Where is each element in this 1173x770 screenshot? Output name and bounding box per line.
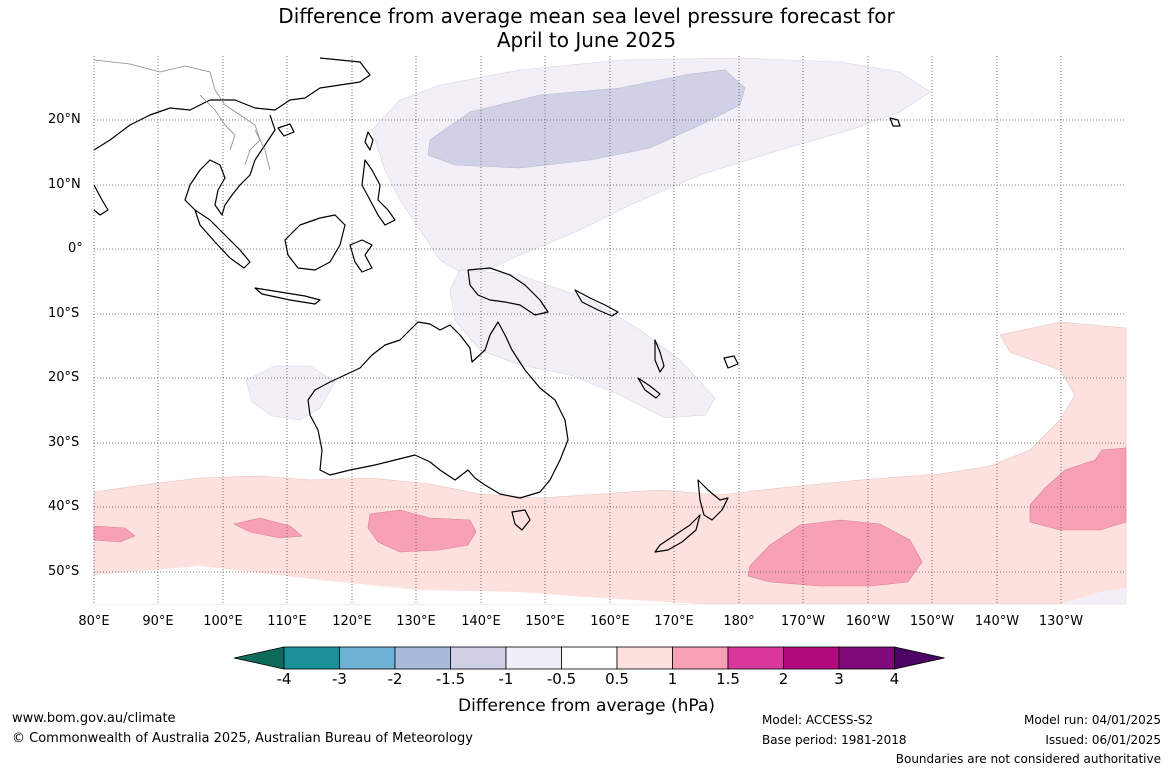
footer-base-period: Base period: 1981-2018 <box>762 733 907 747</box>
coastline-taiwan <box>364 131 374 151</box>
anomaly-fields <box>93 57 1127 605</box>
footer-model-run: Model run: 04/01/2025 <box>1023 713 1161 727</box>
colorbar-tick-label: -3 <box>332 670 347 688</box>
coastline-fiji <box>723 355 739 369</box>
coastline-solomon <box>574 289 619 317</box>
lon-label-170w: 170°W <box>780 614 826 629</box>
lon-label-160e: 160°E <box>590 614 630 629</box>
lon-label-160w: 160°W <box>845 614 891 629</box>
colorbar-tick-label: 4 <box>889 670 900 688</box>
lon-label-150e: 150°E <box>525 614 565 629</box>
coastline-australia <box>307 321 569 499</box>
coastline-new-caledonia <box>637 377 661 399</box>
lon-label-100e: 100°E <box>203 614 243 629</box>
anomaly-negative-light-west-aus <box>245 365 336 421</box>
colorbar-tick-label: 0.5 <box>605 670 629 688</box>
colorbar-swatch <box>672 646 729 670</box>
coastline-new-zealand-north <box>697 479 729 521</box>
colorbar-extend-low <box>233 646 285 670</box>
colorbar-tick-label: 1 <box>667 670 678 688</box>
footer-boundaries-note: Boundaries are not considered authoritat… <box>895 752 1161 766</box>
title-line-1: Difference from average mean sea level p… <box>278 4 895 28</box>
coastlines <box>93 57 901 553</box>
coastline-sumatra <box>194 209 251 269</box>
colorbar-tick-label: -1.5 <box>435 670 466 688</box>
footer-issued: Issued: 06/01/2025 <box>1045 733 1161 747</box>
lon-label-140w: 140°W <box>974 614 1020 629</box>
country-borders <box>93 59 271 171</box>
lon-label-130e: 130°E <box>396 614 436 629</box>
lat-label-50s: 50°S <box>48 564 80 579</box>
colorbar-tick-label: -1 <box>498 670 514 688</box>
colorbar-swatch <box>727 646 784 670</box>
footer-url[interactable]: www.bom.gov.au/climate <box>12 711 176 726</box>
lon-label-90e: 90°E <box>142 614 174 629</box>
coastline-india-east <box>93 184 109 216</box>
colorbar-swatch <box>561 646 618 670</box>
coastline-vanuatu <box>654 339 665 373</box>
anomaly-positive-blob-west <box>93 525 136 543</box>
lat-label-20n: 20°N <box>48 112 81 127</box>
coastline-hainan <box>277 123 295 137</box>
coastline-new-guinea <box>467 267 549 316</box>
coastline-borneo <box>284 214 346 271</box>
lat-label-10s: 10°S <box>48 306 80 321</box>
colorbar-tick-label: -0.5 <box>546 670 577 688</box>
colorbar-swatch <box>450 646 507 670</box>
colorbar-extend-high <box>894 646 945 670</box>
anomaly-positive-blob-east <box>1029 447 1127 531</box>
lat-label-30s: 30°S <box>48 435 80 450</box>
lat-label-10n: 10°N <box>48 177 81 192</box>
colorbar-swatch <box>838 646 895 670</box>
coastline-sulawesi <box>349 239 373 273</box>
footer-model: Model: ACCESS-S2 <box>762 713 874 727</box>
anomaly-positive-light-lower-bound <box>94 566 700 604</box>
colorbar-swatch <box>616 646 673 670</box>
anomaly-positive-blob-south-aus <box>367 509 477 553</box>
colorbar-swatch <box>339 646 396 670</box>
colorbar-tick-label: 2 <box>778 670 789 688</box>
colorbar-tick-label: 3 <box>834 670 844 688</box>
lon-label-130w: 130°W <box>1038 614 1084 629</box>
lon-label-180: 180° <box>723 614 755 629</box>
lon-label-120e: 120°E <box>332 614 372 629</box>
lon-label-170e: 170°E <box>654 614 694 629</box>
graticule <box>93 56 1126 604</box>
colorbar <box>233 646 945 670</box>
colorbar-tick-label: -4 <box>276 670 292 688</box>
colorbar-swatch <box>783 646 840 670</box>
lon-label-150w: 150°W <box>909 614 955 629</box>
lon-label-140e: 140°E <box>461 614 501 629</box>
lon-label-80e: 80°E <box>78 614 110 629</box>
lat-label-0: 0° <box>68 241 83 256</box>
lat-label-20s: 20°S <box>48 370 80 385</box>
coastline-java <box>254 287 321 305</box>
colorbar-tick-label: 1.5 <box>716 670 740 688</box>
lon-label-110e: 110°E <box>267 614 307 629</box>
lat-label-40s: 40°S <box>48 499 80 514</box>
coastline-philippines <box>361 159 396 226</box>
colorbar-swatch <box>283 646 340 670</box>
coastline-mainland-asia <box>93 57 371 216</box>
colorbar-swatch <box>394 646 451 670</box>
colorbar-swatch <box>505 646 562 670</box>
anomaly-negative-north-pacific <box>427 69 746 169</box>
anomaly-positive-blob-south-pacific <box>747 519 923 587</box>
anomaly-positive-blob-indian <box>233 517 303 539</box>
colorbar-title: Difference from average (hPa) <box>458 696 715 716</box>
colorbar-tick-label: -2 <box>387 670 403 688</box>
anomaly-negative-light-southeast-corner <box>1060 588 1126 604</box>
anomaly-negative-light-coral-sea <box>449 269 716 419</box>
title-line-2: April to June 2025 <box>496 28 677 52</box>
map-title: Difference from average mean sea level p… <box>0 4 1173 52</box>
coastline-tasmania <box>511 509 531 531</box>
footer-copyright: © Commonwealth of Australia 2025, Austra… <box>12 731 473 746</box>
coastline-hawaii <box>889 117 901 127</box>
coastline-new-zealand-south <box>654 514 701 553</box>
